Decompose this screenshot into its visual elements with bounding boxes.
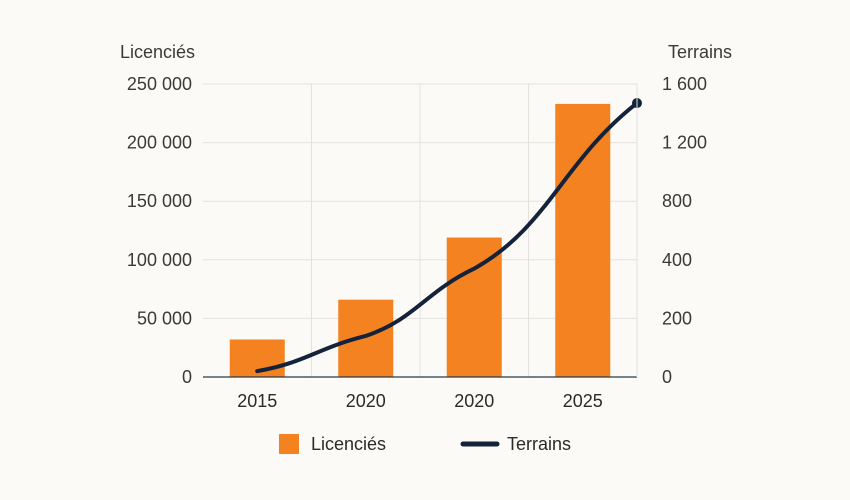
legend-label: Licenciés (311, 434, 386, 454)
bar (338, 299, 394, 377)
axis-labels: 0 50 000 100 000 150 000 200 000 250 000 0 200 4… (120, 42, 732, 411)
right-tick-label: 1 600 (662, 74, 707, 94)
left-tick-label: 150 000 (127, 191, 192, 211)
legend-label: Terrains (507, 434, 571, 454)
legend: Licenciés Terrains (279, 434, 571, 454)
right-tick-label: 800 (662, 191, 692, 211)
x-tick-label: 2020 (454, 391, 494, 411)
left-tick-label: 200 000 (127, 133, 192, 153)
axes (203, 84, 638, 378)
left-axis-title: Licenciés (120, 42, 195, 62)
left-tick-label: 50 000 (137, 308, 192, 328)
right-axis-title: Terrains (668, 42, 732, 62)
left-tick-label: 0 (182, 367, 192, 387)
left-tick-label: 100 000 (127, 250, 192, 270)
left-tick-label: 250 000 (127, 74, 192, 94)
x-tick-label: 2020 (346, 391, 386, 411)
right-tick-label: 1 200 (662, 133, 707, 153)
right-tick-label: 0 (662, 367, 672, 387)
bar (446, 237, 502, 377)
series-line (255, 101, 639, 374)
right-tick-label: 200 (662, 308, 692, 328)
bar (555, 103, 611, 377)
x-tick-label: 2025 (563, 391, 603, 411)
bar-series (229, 103, 611, 377)
legend-swatch-licencies (279, 434, 299, 454)
x-tick-label: 2015 (237, 391, 277, 411)
gridlines (203, 83, 637, 377)
right-tick-label: 400 (662, 250, 692, 270)
